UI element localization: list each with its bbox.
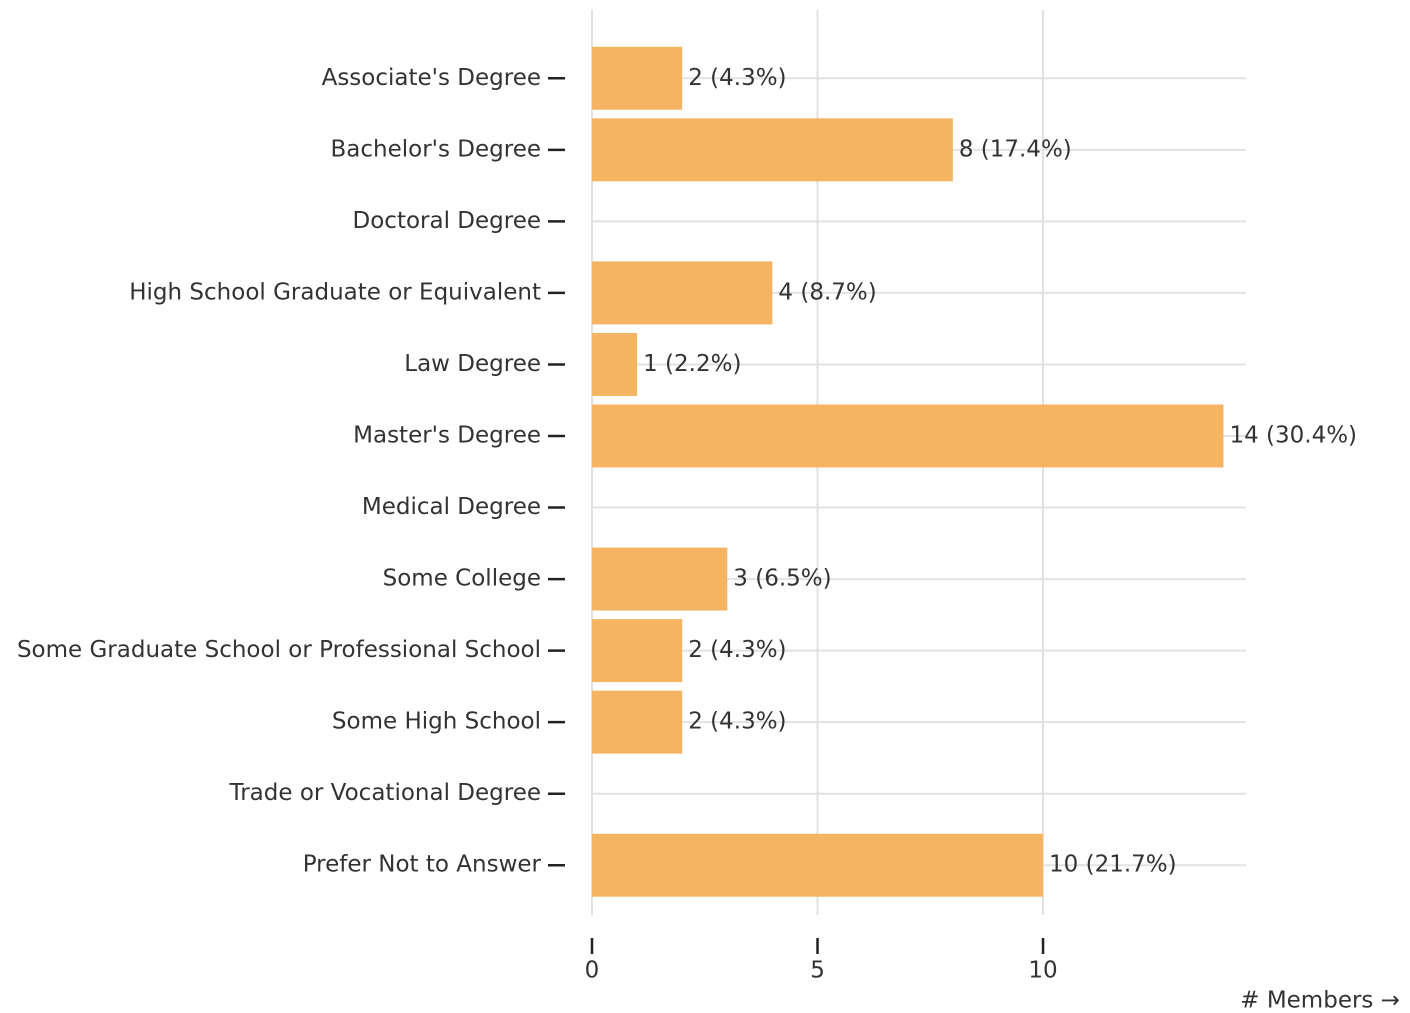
bar xyxy=(592,690,683,754)
value-label: 4 (8.7%) xyxy=(778,279,876,305)
y-tick-label: Prefer Not to Answer xyxy=(303,852,542,878)
y-tick-label: Some Graduate School or Professional Sch… xyxy=(17,637,541,663)
y-tick-label: Doctoral Degree xyxy=(353,208,541,234)
y-tick-label: Law Degree xyxy=(404,351,541,377)
y-tick-label: Some High School xyxy=(332,709,541,735)
y-tick-label: Medical Degree xyxy=(362,494,541,520)
x-axis-label: # Members → xyxy=(1240,988,1400,1013)
value-label: 8 (17.4%) xyxy=(959,136,1072,162)
bar xyxy=(592,118,953,182)
value-label: 14 (30.4%) xyxy=(1229,422,1357,448)
value-label: 2 (4.3%) xyxy=(688,65,786,91)
bar xyxy=(592,547,728,611)
y-tick-label: Trade or Vocational Degree xyxy=(229,780,541,806)
y-tick-label: Master's Degree xyxy=(353,422,541,448)
bar xyxy=(592,261,773,325)
bar xyxy=(592,619,683,683)
value-label: 3 (6.5%) xyxy=(733,566,831,592)
value-label: 2 (4.3%) xyxy=(688,637,786,663)
bar xyxy=(592,833,1044,897)
x-tick-label: 10 xyxy=(1028,958,1057,984)
bar xyxy=(592,46,683,110)
value-label: 10 (21.7%) xyxy=(1049,852,1177,878)
value-label: 1 (2.2%) xyxy=(643,351,741,377)
bar xyxy=(592,332,638,396)
y-tick-label: Associate's Degree xyxy=(322,65,541,91)
bar xyxy=(592,404,1224,468)
y-tick-label: Some College xyxy=(383,566,541,592)
x-tick-label: 5 xyxy=(810,958,825,984)
y-tick-label: Bachelor's Degree xyxy=(331,136,542,162)
y-tick-label: High School Graduate or Equivalent xyxy=(129,279,541,305)
x-tick-label: 0 xyxy=(585,958,600,984)
value-label: 2 (4.3%) xyxy=(688,709,786,735)
